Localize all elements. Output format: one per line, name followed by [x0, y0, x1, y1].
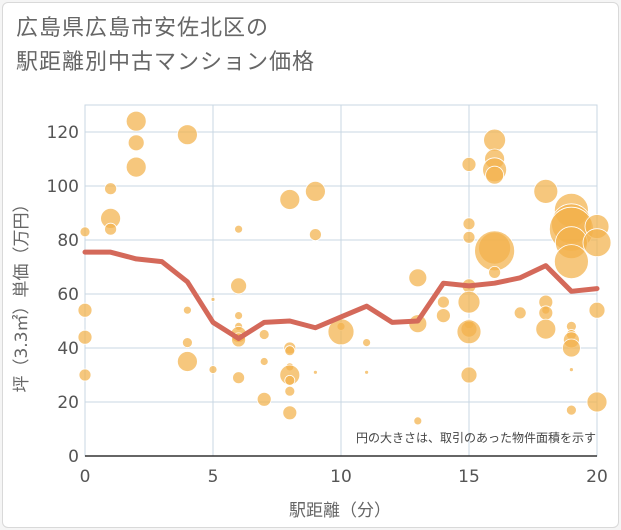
- data-bubble: [408, 268, 428, 288]
- y-tick-label: 40: [57, 339, 79, 359]
- data-bubble: [125, 110, 147, 132]
- x-tick-label: 5: [208, 467, 219, 487]
- data-bubble: [312, 369, 318, 375]
- data-bubble: [533, 178, 559, 204]
- data-bubble: [435, 308, 451, 324]
- data-bubble: [462, 217, 476, 231]
- bubble-size-note: 円の大きさは、取引のあった物件面積を示す: [356, 430, 596, 445]
- x-tick-label: 15: [458, 467, 480, 487]
- data-bubble: [182, 305, 192, 315]
- data-bubble: [284, 385, 296, 397]
- data-bubble: [474, 230, 516, 272]
- data-bubble: [566, 404, 577, 416]
- data-bubble: [588, 301, 606, 319]
- data-bubble: [279, 189, 301, 210]
- data-bubble: [104, 222, 117, 236]
- data-bubble: [234, 224, 244, 234]
- data-bubble: [258, 329, 270, 340]
- y-axis-label: 坪（3.3㎡）単価（万円）: [12, 195, 32, 392]
- y-tick-label: 20: [57, 393, 79, 413]
- data-bubble: [535, 318, 557, 340]
- data-bubble: [483, 128, 507, 152]
- data-bubble: [234, 311, 244, 321]
- data-bubble: [562, 338, 581, 358]
- data-bubble: [284, 345, 296, 357]
- title-line-2: 駅距離別中古マンション価格: [16, 50, 316, 75]
- data-bubble: [538, 305, 554, 321]
- x-axis-label: 駅距離（分）: [289, 501, 391, 521]
- x-tick-label: 10: [330, 467, 352, 487]
- grid: [84, 104, 598, 457]
- data-bubble: [362, 338, 372, 348]
- data-bubble: [586, 391, 608, 413]
- y-tick-label: 80: [57, 231, 79, 251]
- data-bubble: [457, 290, 481, 314]
- x-tick-labels: 0 5 10 15 20: [80, 467, 608, 487]
- data-bubble: [308, 228, 322, 242]
- page-title: 広島県広島市安佐北区の 駅距離別中古マンション価格: [16, 12, 315, 80]
- data-bubble: [462, 230, 476, 244]
- data-bubble: [488, 265, 502, 279]
- data-bubble: [513, 306, 527, 320]
- data-bubble: [210, 296, 216, 302]
- data-bubble: [304, 180, 326, 202]
- data-bubble: [230, 277, 248, 295]
- y-tick-label: 120: [47, 123, 79, 143]
- data-bubble: [284, 374, 296, 386]
- data-bubble: [582, 228, 612, 258]
- data-bubble: [232, 371, 246, 385]
- data-bubble: [208, 365, 218, 375]
- data-bubble: [256, 391, 272, 407]
- data-bubble: [282, 405, 298, 421]
- y-tick-label: 0: [68, 447, 79, 467]
- data-bubble: [436, 295, 450, 309]
- data-bubble: [77, 329, 93, 345]
- data-bubble: [125, 156, 147, 178]
- data-bubble: [364, 369, 370, 375]
- y-tick-labels: 0 20 40 60 80 100 120: [47, 123, 79, 467]
- data-bubble: [78, 368, 92, 382]
- data-bubble: [569, 367, 574, 373]
- data-bubble: [485, 165, 505, 185]
- data-bubble: [413, 416, 423, 426]
- x-tick-label: 0: [80, 467, 91, 487]
- data-bubble: [460, 366, 478, 384]
- data-bubble: [461, 156, 477, 172]
- data-bubble: [176, 351, 198, 372]
- title-line-1: 広島県広島市安佐北区の: [16, 16, 270, 41]
- data-bubble: [554, 244, 589, 280]
- average-price-line: [82, 249, 600, 342]
- y-tick-label: 60: [57, 285, 79, 305]
- data-bubble: [77, 302, 93, 318]
- data-bubble: [127, 134, 145, 152]
- data-bubble: [456, 319, 482, 345]
- data-bubble: [181, 337, 193, 349]
- bubble-series: [77, 110, 612, 426]
- data-bubble: [79, 226, 91, 238]
- data-bubble: [259, 357, 269, 366]
- data-bubble: [104, 182, 117, 196]
- y-tick-label: 100: [47, 177, 79, 197]
- data-bubble: [176, 124, 198, 146]
- x-tick-label: 20: [586, 467, 608, 487]
